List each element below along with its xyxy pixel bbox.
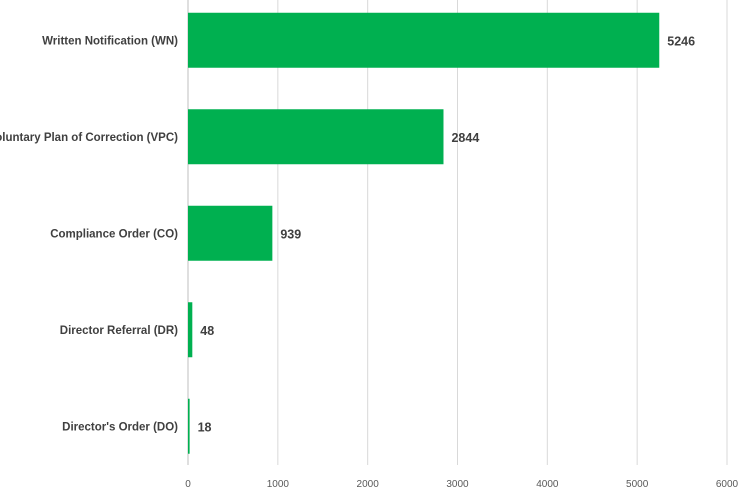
- category-label: Written Notification (WN): [42, 35, 178, 47]
- data-label: 18: [198, 420, 212, 434]
- data-label: 48: [200, 324, 214, 338]
- bar: [188, 398, 190, 454]
- bar: [188, 109, 444, 165]
- data-label: 5246: [667, 34, 695, 48]
- data-label: 2844: [451, 131, 479, 145]
- x-axis-ticks: 0 1000 2000 3000 4000 5000 6000: [185, 479, 738, 490]
- bar: [188, 12, 660, 68]
- category-label: Voluntary Plan of Correction (VPC): [0, 132, 178, 144]
- x-tick-label: 4000: [536, 479, 559, 490]
- gridlines: [187, 0, 728, 465]
- x-tick-label: 3000: [446, 479, 469, 490]
- x-tick-label: 2000: [357, 479, 380, 490]
- x-tick-label: 6000: [716, 479, 739, 490]
- data-label: 939: [280, 227, 301, 241]
- category-label: Compliance Order (CO): [50, 228, 178, 240]
- x-tick-label: 0: [185, 479, 191, 490]
- category-label: Director's Order (DO): [62, 421, 178, 433]
- bar: [188, 302, 193, 358]
- labels: Written Notification (WN) 5246 Voluntary P…: [0, 34, 695, 434]
- bars: [188, 12, 660, 454]
- category-label: Director Referral (DR): [60, 325, 178, 337]
- x-tick-label: 1000: [267, 479, 290, 490]
- x-tick-label: 5000: [626, 479, 649, 490]
- bar: [188, 205, 273, 261]
